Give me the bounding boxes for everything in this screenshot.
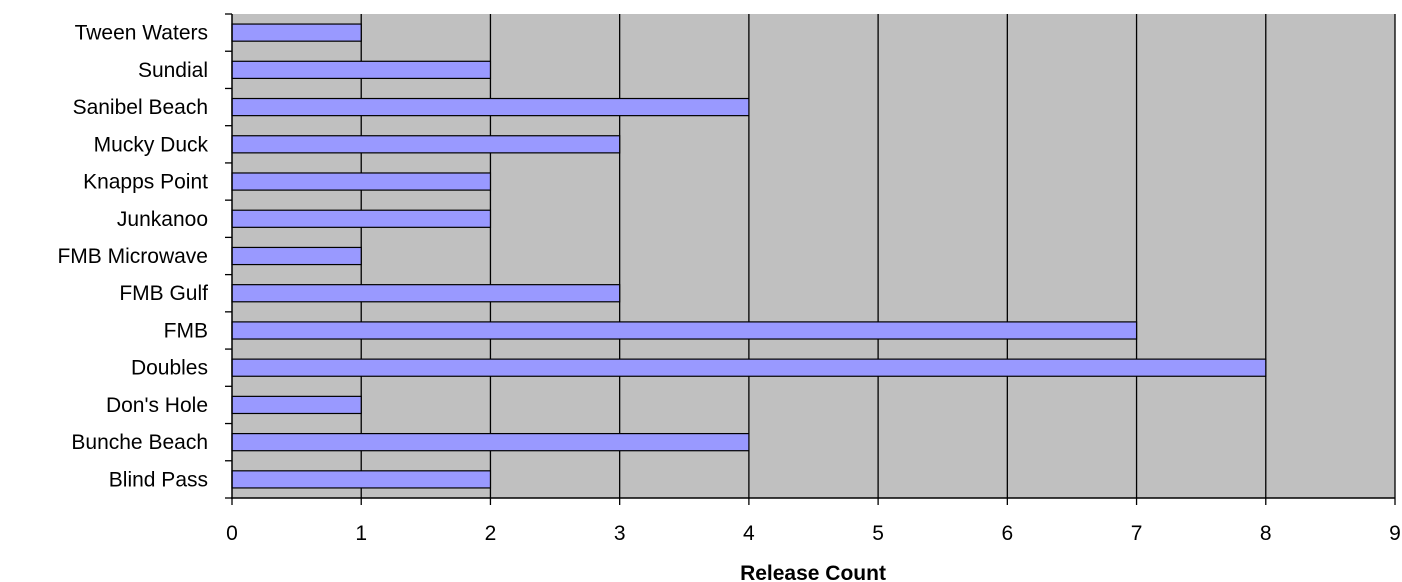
category-label: Junkanoo xyxy=(117,208,208,231)
category-label: Don's Hole xyxy=(106,394,208,417)
x-tick-label: 4 xyxy=(743,522,755,545)
x-tick-label: 7 xyxy=(1131,522,1143,545)
x-tick-label: 2 xyxy=(485,522,497,545)
category-label: Sundial xyxy=(138,59,208,82)
category-label: Mucky Duck xyxy=(94,133,209,156)
bar xyxy=(231,395,362,415)
category-label: FMB xyxy=(164,319,208,342)
category-label: Knapps Point xyxy=(83,171,208,194)
bar xyxy=(231,470,492,489)
bar xyxy=(231,97,750,117)
plot-area xyxy=(232,14,1395,498)
axes xyxy=(225,13,1396,505)
bar xyxy=(231,246,362,266)
x-tick-labels: 0 1 2 3 4 5 6 7 8 9 xyxy=(226,522,1401,545)
x-tick-label: 3 xyxy=(614,522,626,545)
category-label: Blind Pass xyxy=(109,468,208,491)
bar xyxy=(231,284,621,303)
category-label: FMB Gulf xyxy=(119,282,208,305)
category-label: Doubles xyxy=(131,357,208,380)
category-label: Sanibel Beach xyxy=(73,96,208,119)
bar xyxy=(231,172,492,191)
bar xyxy=(231,135,621,154)
x-tick-label: 6 xyxy=(1001,522,1013,545)
bar xyxy=(231,358,1267,377)
x-tick-label: 1 xyxy=(355,522,367,545)
x-tick-label: 5 xyxy=(872,522,884,545)
x-tick-label: 0 xyxy=(226,522,238,545)
category-labels: Blind Pass Bunche Beach Don's Hole Doubles F… xyxy=(57,22,208,492)
x-tick-label: 9 xyxy=(1389,522,1401,545)
bar xyxy=(231,321,1138,340)
category-label: FMB Microwave xyxy=(57,245,208,268)
bar xyxy=(231,209,492,228)
bar xyxy=(231,60,492,80)
bar xyxy=(231,432,750,452)
category-label: Bunche Beach xyxy=(71,431,208,454)
x-axis-title: Release Count xyxy=(740,562,886,582)
x-tick-label: 8 xyxy=(1260,522,1272,545)
category-label: Tween Waters xyxy=(75,22,208,45)
bar xyxy=(231,23,362,42)
gridlines xyxy=(360,14,1396,498)
